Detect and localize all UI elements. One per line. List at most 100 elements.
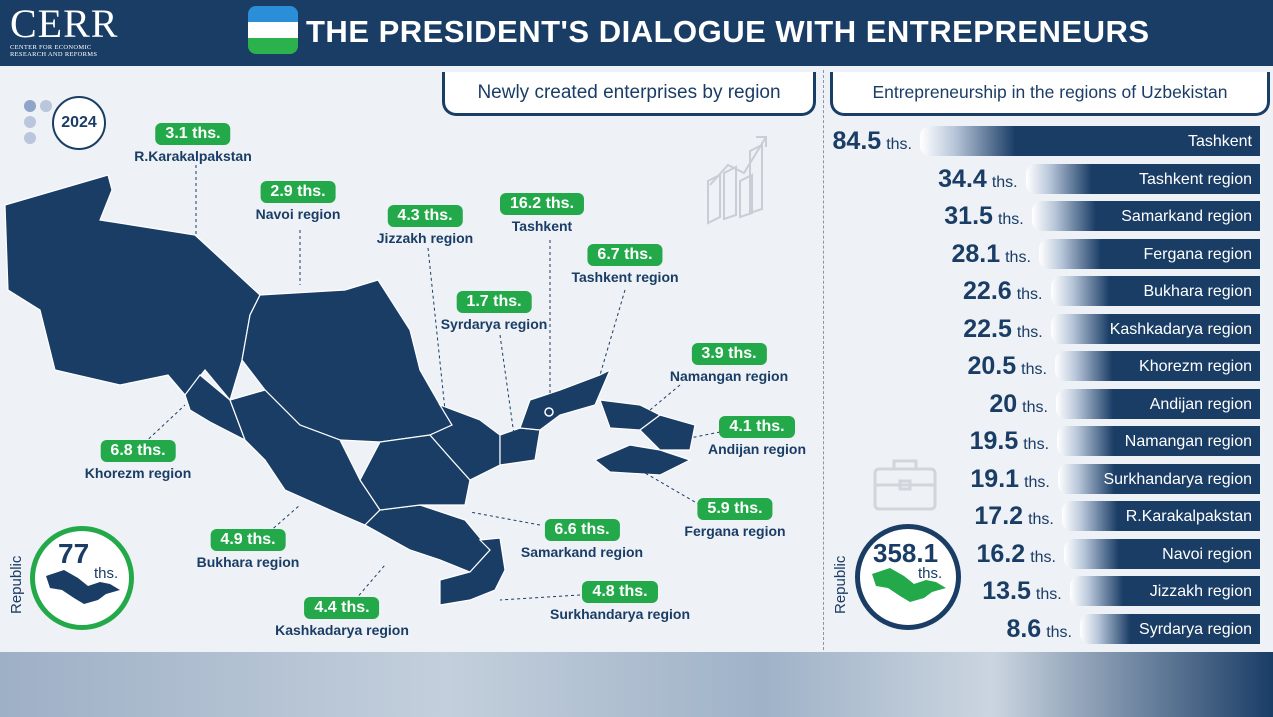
left-republic-map-icon [46,570,120,604]
bar-category-label: Khorezm region [1139,358,1252,375]
briefcase-icon [873,459,937,511]
bar-row: 22.6 ths. Bukhara region [824,274,1260,308]
bar: Namangan region [1057,426,1260,456]
bar: Samarkand region [1031,201,1260,231]
map-label-andijan: 4.1 ths. Andijan region [708,416,806,457]
bar-value-label: 19.5 ths. [970,424,1049,458]
bar-category-label: Bukhara region [1143,283,1252,300]
bar-value-number: 20 [989,389,1018,418]
bar-category-label: Tashkent region [1139,170,1252,188]
map-value: 1.7 ths. [456,291,532,313]
logo-word: CERR [10,1,119,46]
bar-value-number: 17.2 [974,502,1024,530]
map-region-name: R.Karakalpakstan [134,148,252,164]
map-value: 4.3 ths. [387,205,463,227]
bar-value-unit: ths. [1030,548,1056,566]
logo-subtitle-line1: CENTER FOR ECONOMIC [10,44,92,51]
map-label-syrdarya: 1.7 ths. Syrdarya region [440,291,548,332]
bar-value-label: 34.4 ths. [938,162,1017,196]
bar-value-number: 31.5 [944,202,993,230]
logo-subtitle-line2: RESEARCH AND REFORMS [10,51,98,58]
bar: Andijan region [1055,388,1260,419]
map-region-name: Navoi region [255,206,341,222]
cerr-logo: CERR CENTER FOR ECONOMIC RESEARCH AND RE… [10,1,119,59]
bar-value-unit: ths. [1016,286,1043,303]
tashkent-marker [544,407,554,417]
bar-value-label: 28.1 ths. [951,237,1030,271]
bar-value-label: 13.5 ths. [982,574,1061,608]
map-label-khorezm: 6.8 ths. Khorezm region [84,440,192,481]
bar-row: 22.5 ths. Kashkadarya region [824,312,1260,346]
map-region-name: Kashkadarya region [275,622,409,638]
bar-value-number: 13.5 [982,577,1031,605]
bar-category-label: Tashkent [1187,133,1252,150]
dot [24,132,36,144]
left-republic-unit: ths. [94,565,119,582]
map-value: 4.9 ths. [210,529,286,551]
page-title: THE PRESIDENT'S DIALOGUE WITH ENTREPRENE… [306,14,1150,49]
bar-value-label: 31.5 ths. [944,199,1023,233]
bar-category-label: Jizzakh region [1149,583,1252,600]
map-label-kashkadarya: 4.4 ths. Kashkadarya region [275,597,409,638]
bar-row: 17.2 ths. R.Karakalpakstan [824,499,1260,533]
map-value: 6.7 ths. [587,244,663,266]
left-republic-value: 77 [58,538,90,569]
bar-row: 19.5 ths. Namangan region [824,424,1260,458]
bar-value-unit: ths. [1028,511,1054,528]
map-region-name: Tashkent [511,218,573,234]
map-region-name: Surkhandarya region [549,606,691,622]
bar: Tashkent [920,126,1260,156]
bar-value-unit: ths. [991,173,1018,191]
map-region-name: Jizzakh region [376,230,474,246]
map-region-name: Khorezm region [84,465,192,481]
map-label-surkhandarya: 4.8 ths. Surkhandarya region [550,581,690,622]
map-label-bukhara: 4.9 ths. Bukhara region [197,529,299,570]
year-badge: 2024 [52,96,106,150]
bar-value-label: 20.5 ths. [967,349,1046,383]
bar-category-label: Surkhandarya region [1103,470,1252,488]
bar-value-number: 84.5 [832,127,882,155]
bar-row: 20 ths. Andijan region [824,387,1260,421]
bar-row: 28.1 ths. Fergana region [824,237,1260,271]
map-value: 3.1 ths. [155,123,231,145]
map-value: 6.6 ths. [544,519,620,541]
bar-row: 34.4 ths. Tashkent region [824,162,1260,196]
map-value: 16.2 ths. [499,193,585,215]
map-label-tashkent-region: 6.7 ths. Tashkent region [571,244,679,285]
growth-chart-icon [707,136,767,225]
bar-row: 19.1 ths. Surkhandarya region [824,462,1260,496]
flag-stripe [248,21,298,38]
map-region-name: Samarkand region [520,544,644,560]
map-region-andijan [639,414,696,451]
right-republic-circle [855,524,961,630]
bar: Tashkent region [1025,163,1260,194]
bar-value-label: 22.5 ths. [963,312,1042,346]
uzbekistan-flag-icon [248,6,298,54]
right-republic-map-icon [872,568,946,602]
flag-stripe [248,37,298,54]
map-region-name: Tashkent region [571,269,679,285]
map-region-kashkadarya [364,504,491,573]
map-region-syrdarya [499,427,541,466]
bar-value-unit: ths. [1024,473,1050,491]
bar-category-label: Andijan region [1149,395,1252,413]
bar-value-label: 19.1 ths. [970,462,1049,496]
right-panel-title: Entrepreneurship in the regions of Uzbek… [830,72,1270,116]
bar: Navoi region [1063,538,1260,569]
map-region-name: Syrdarya region [440,316,548,332]
bar: Kashkadarya region [1050,313,1260,344]
bar-value-number: 22.6 [963,277,1012,305]
bar-value-number: 19.5 [969,427,1019,455]
map-region-tashkent-region [519,368,612,431]
map-label-samarkand: 6.6 ths. Samarkand region [521,519,643,560]
flag-stripe [248,6,298,22]
bar-row: 20.5 ths. Khorezm region [824,349,1260,383]
panel-divider [823,70,824,650]
map-value: 6.8 ths. [100,440,176,462]
map-value: 5.9 ths. [697,498,773,520]
bar-value-unit: ths. [1005,248,1031,266]
bar-value-unit: ths. [1016,323,1043,341]
dot [24,116,36,128]
bar-value-number: 19.1 [970,464,1020,493]
bar: Bukhara region [1050,276,1260,306]
